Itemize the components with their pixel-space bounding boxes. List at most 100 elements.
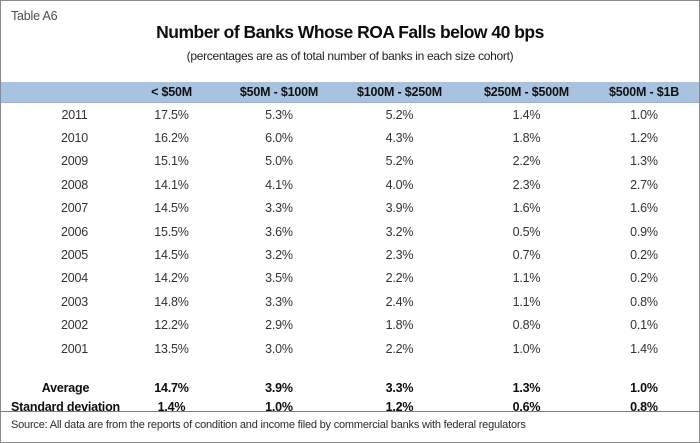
cell: 4.0% xyxy=(385,177,414,192)
cell: 4.3% xyxy=(385,131,414,146)
cell: 2.2% xyxy=(512,154,541,169)
cell: 3.2% xyxy=(385,224,414,239)
cell: 17.5% xyxy=(154,107,189,122)
cell: 2.3% xyxy=(512,177,541,192)
cell: 2.7% xyxy=(630,177,658,192)
header-row: < $50M $50M - $100M $100M - $250M $250M … xyxy=(1,82,699,103)
row-label: 2002 xyxy=(60,318,88,333)
cell: 1.6% xyxy=(630,201,658,216)
cell: 1.0% xyxy=(630,381,658,396)
row-label: Standard deviation xyxy=(11,399,120,414)
cell: 3.3% xyxy=(265,201,293,216)
table-row: 2008 14.1% 4.1% 4.0% 2.3% 2.7% xyxy=(1,173,699,196)
cell: 1.1% xyxy=(512,294,541,309)
cell: 0.8% xyxy=(512,318,541,333)
data-table: < $50M $50M - $100M $100M - $250M $250M … xyxy=(1,82,699,416)
cell: 1.1% xyxy=(512,271,541,286)
figure-subtitle: (percentages are as of total number of b… xyxy=(186,49,514,63)
cell: 14.2% xyxy=(154,271,189,286)
cell: 1.0% xyxy=(512,341,541,356)
cell: 0.2% xyxy=(630,248,658,263)
row-label: 2008 xyxy=(60,177,88,192)
table-row: 2003 14.8% 3.3% 2.4% 1.1% 0.8% xyxy=(1,290,699,313)
summary-row-stdev: Standard deviation 1.4% 1.0% 1.2% 0.6% 0… xyxy=(1,397,699,416)
cell: 1.3% xyxy=(630,154,658,169)
cell: 12.2% xyxy=(154,318,189,333)
cell: 1.8% xyxy=(512,131,541,146)
row-label: 2005 xyxy=(60,248,88,263)
cell: 3.9% xyxy=(385,201,414,216)
cell: 1.0% xyxy=(630,107,658,122)
cell: 1.8% xyxy=(385,318,414,333)
cell: 1.3% xyxy=(512,381,541,396)
cell: 1.4% xyxy=(512,107,541,122)
cell: 3.9% xyxy=(265,381,293,396)
cell: 6.0% xyxy=(265,131,293,146)
cell: 3.0% xyxy=(265,341,293,356)
cell: 1.2% xyxy=(385,399,414,414)
row-label: 2004 xyxy=(60,271,88,286)
cell: 0.7% xyxy=(512,248,541,263)
source-note: Source: All data are from the reports of… xyxy=(11,419,526,431)
row-label: 2003 xyxy=(60,294,88,309)
table-row: 2004 14.2% 3.5% 2.2% 1.1% 0.2% xyxy=(1,267,699,290)
cell: 15.5% xyxy=(154,224,189,239)
cell: 4.1% xyxy=(265,177,293,192)
cell: 14.5% xyxy=(154,248,189,263)
cell: 5.2% xyxy=(385,107,414,122)
row-label: Average xyxy=(41,381,90,396)
table-label: Table A6 xyxy=(11,9,58,23)
cell: 3.2% xyxy=(265,248,293,263)
table-row: 2005 14.5% 3.2% 2.3% 0.7% 0.2% xyxy=(1,243,699,266)
cell: 13.5% xyxy=(154,341,189,356)
column-header: $50M - $100M xyxy=(223,82,335,103)
cell: 5.2% xyxy=(385,154,414,169)
cell: 0.6% xyxy=(512,399,541,414)
cell: 2.3% xyxy=(385,248,414,263)
row-label: 2011 xyxy=(61,107,88,122)
table-row: 2001 13.5% 3.0% 2.2% 1.0% 1.4% xyxy=(1,337,699,360)
cell: 14.7% xyxy=(154,381,189,396)
cell: 16.2% xyxy=(154,131,189,146)
table-row: 2011 17.5% 5.3% 5.2% 1.4% 1.0% xyxy=(1,103,699,127)
row-label: 2010 xyxy=(60,131,88,146)
cell: 15.1% xyxy=(154,154,189,169)
cell: 14.8% xyxy=(154,294,189,309)
cell: 5.3% xyxy=(265,107,293,122)
cell: 1.4% xyxy=(630,341,658,356)
column-header: $500M - $1B xyxy=(589,82,699,103)
cell: 1.0% xyxy=(265,399,293,414)
cell: 0.8% xyxy=(630,294,658,309)
cell: 2.2% xyxy=(385,271,414,286)
cell: 1.6% xyxy=(512,201,541,216)
cell: 2.9% xyxy=(265,318,293,333)
divider xyxy=(1,411,699,412)
table-row: 2009 15.1% 5.0% 5.2% 2.2% 1.3% xyxy=(1,150,699,173)
summary-row-average: Average 14.7% 3.9% 3.3% 1.3% 1.0% xyxy=(1,379,699,398)
row-label: 2009 xyxy=(60,154,88,169)
row-label: 2001 xyxy=(60,341,88,356)
table-row: 2006 15.5% 3.6% 3.2% 0.5% 0.9% xyxy=(1,220,699,243)
cell: 1.4% xyxy=(157,399,186,414)
cell: 3.3% xyxy=(385,381,414,396)
table-row: 2002 12.2% 2.9% 1.8% 0.8% 0.1% xyxy=(1,314,699,337)
table-row: 2007 14.5% 3.3% 3.9% 1.6% 1.6% xyxy=(1,197,699,220)
column-header: < $50M xyxy=(120,82,223,103)
cell: 0.1% xyxy=(630,318,658,333)
cell: 3.6% xyxy=(265,224,293,239)
figure-title: Number of Banks Whose ROA Falls below 40… xyxy=(156,22,544,42)
row-label: 2007 xyxy=(60,201,88,216)
row-label: 2006 xyxy=(60,224,88,239)
cell: 1.2% xyxy=(630,131,658,146)
column-header: $100M - $250M xyxy=(335,82,464,103)
cell: 14.5% xyxy=(154,201,189,216)
cell: 3.5% xyxy=(265,271,293,286)
table-row: 2010 16.2% 6.0% 4.3% 1.8% 1.2% xyxy=(1,126,699,149)
cell: 3.3% xyxy=(265,294,293,309)
column-header: $250M - $500M xyxy=(464,82,589,103)
cell: 2.2% xyxy=(385,341,414,356)
column-header-blank xyxy=(1,82,120,103)
cell: 5.0% xyxy=(265,154,293,169)
spacer-row xyxy=(1,360,699,379)
